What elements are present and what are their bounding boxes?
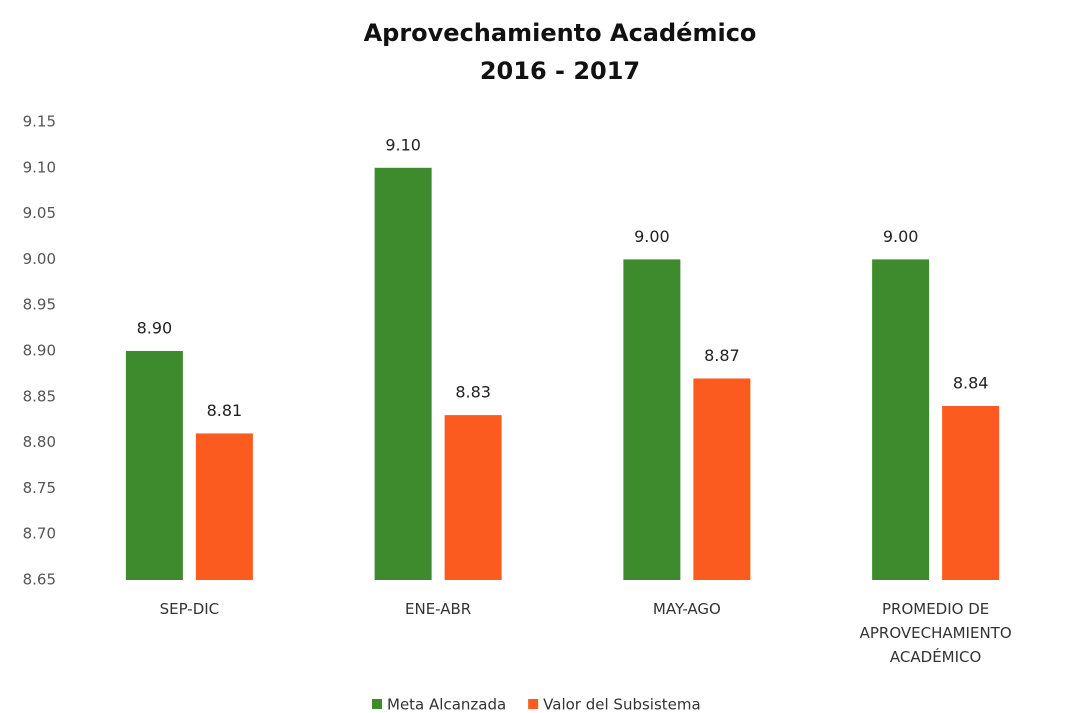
value-label: 9.00 (634, 227, 670, 246)
x-tick-label: ENE-ABR (405, 600, 472, 618)
legend-label: Valor del Subsistema (543, 696, 701, 713)
y-tick-label: 8.80 (23, 433, 56, 451)
bar (623, 259, 681, 580)
y-tick-label: 8.65 (23, 571, 56, 589)
y-tick-label: 8.90 (23, 342, 56, 360)
legend-swatch (528, 699, 539, 709)
chart-subtitle: 2016 - 2017 (480, 57, 640, 85)
value-label: 8.83 (455, 383, 491, 402)
value-label: 8.87 (704, 346, 740, 365)
bar (195, 433, 253, 580)
value-label: 8.81 (207, 401, 243, 420)
bar (693, 378, 751, 580)
x-tick-label: MAY-AGO (652, 600, 721, 618)
bar (125, 351, 183, 580)
value-label: 9.10 (385, 135, 421, 154)
y-tick-label: 8.95 (23, 296, 56, 314)
chart-title: Aprovechamiento Académico (364, 19, 757, 47)
y-tick-label: 8.70 (23, 525, 56, 543)
value-label: 9.00 (883, 227, 919, 246)
x-tick-label: SEP-DIC (159, 600, 220, 618)
value-label: 8.90 (137, 319, 173, 338)
bar (444, 415, 502, 580)
value-label: 8.84 (953, 373, 989, 392)
legend-swatch (372, 699, 382, 709)
y-tick-label: 8.75 (23, 479, 56, 497)
bar (872, 259, 930, 580)
y-tick-label: 8.85 (23, 387, 56, 405)
x-tick-label: PROMEDIO DE APROVECHAMIENTO ACADÉMICO (859, 600, 1012, 666)
y-tick-label: 9.05 (23, 204, 56, 222)
y-tick-label: 9.15 (23, 113, 56, 131)
y-tick-label: 9.10 (23, 158, 56, 176)
legend-label: Meta Alcanzada (387, 696, 506, 713)
bar (374, 167, 432, 581)
y-tick-label: 9.00 (23, 250, 56, 268)
bar (942, 405, 1000, 580)
